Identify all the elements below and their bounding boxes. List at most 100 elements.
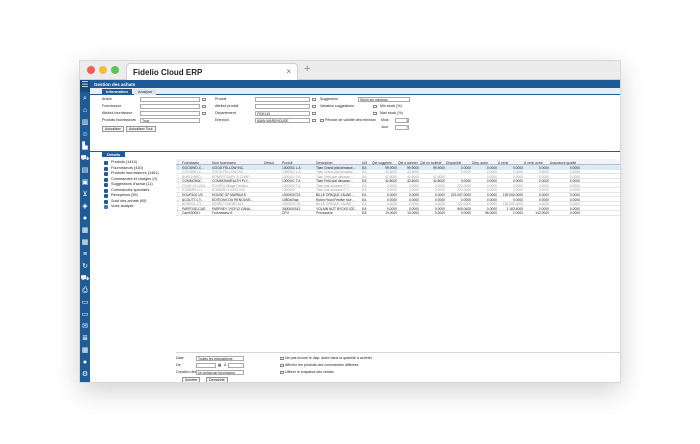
date-from-input[interactable] [196, 363, 216, 368]
column-header[interactable]: Fournisseur [182, 160, 200, 165]
truck-icon[interactable]: ⛟ [80, 155, 90, 162]
folder-icon[interactable]: ▭ [81, 299, 89, 306]
row-checkbox[interactable]: ☐ [176, 202, 180, 207]
column-header[interactable]: Disponible [446, 160, 462, 165]
browser-tab[interactable]: Fidelio Cloud ERP × [126, 63, 298, 80]
article-input[interactable] [140, 97, 200, 102]
row-checkbox[interactable]: ☐ [176, 188, 180, 193]
new-tab-button[interactable]: + [304, 63, 311, 75]
demande-button[interactable]: Demande [206, 377, 228, 382]
exclude-disp-autre-checkbox[interactable] [280, 356, 284, 360]
document-icon[interactable]: ▤ [81, 167, 89, 174]
row-checkbox[interactable]: ☐ [176, 174, 180, 179]
menu-icon[interactable]: ☰ [80, 80, 90, 92]
attribut-fournisseur-input[interactable] [140, 111, 200, 116]
table-row[interactable]: ☐ BOREOL-CY... DEBRO CHEMICALE 1000000723 BI… [176, 202, 620, 207]
entrepot-input[interactable]: MAIN WAREHOUSE [255, 118, 310, 123]
tree-node[interactable]: Produits fournisseurs (1461) [104, 171, 174, 177]
column-header[interactable]: Qté en toutlste [420, 160, 442, 165]
table-row[interactable]: ☐ ACOUTT-CY... EDITIONS DU RENOUVE... 10804… [176, 197, 620, 202]
column-header[interactable]: À venir autre [524, 160, 543, 165]
gear-icon[interactable]: ⚙ [81, 371, 89, 378]
row-checkbox[interactable]: ☐ [176, 211, 180, 216]
attribut-produit-input[interactable] [255, 104, 310, 109]
table-row[interactable]: ☐ GOODWO-C... GOOD FELLOW INC. 1300001 L.A T… [176, 165, 620, 170]
building-icon[interactable]: ▥ [81, 119, 89, 126]
table-row[interactable]: ☐ BURCHARD... ROBERT BURY & COMP... 1300001… [176, 174, 620, 179]
factory-icon[interactable]: ▙ [82, 143, 88, 150]
column-header[interactable]: Produit [282, 160, 293, 165]
users-icon[interactable]: ☺ [81, 131, 89, 138]
fournisseur-lookup-button[interactable] [202, 104, 206, 108]
table-row[interactable]: ☐ HOUR100 US HOUSE OF MARBLES 1000000723 BIL… [176, 193, 620, 198]
calendar-icon[interactable]: ▦ [218, 363, 222, 367]
tree-node[interactable]: Commandes spéciales [104, 188, 174, 194]
row-checkbox[interactable]: ☐ [176, 206, 180, 211]
row-checkbox[interactable]: ☐ [176, 170, 180, 175]
box-icon[interactable]: ▣ [81, 179, 89, 186]
row-checkbox[interactable]: ☐ [176, 179, 180, 184]
minimize-window-button[interactable] [99, 66, 107, 74]
table-row[interactable]: ☐ FOUR-GO-USA FOURNI Village Pavillon 13000… [176, 183, 620, 188]
tab-close-icon[interactable]: × [286, 67, 291, 76]
column-header[interactable]: Assurance qualité [550, 160, 577, 165]
mail-icon[interactable]: ✉ [82, 323, 88, 330]
column-header[interactable]: Disp. autre [472, 160, 488, 165]
fournisseur-input[interactable] [140, 104, 200, 109]
cart-icon[interactable]: ⊻ [82, 191, 88, 198]
maximize-window-button[interactable] [111, 66, 119, 74]
table-row[interactable]: ☐ GOODWO-C... GOOD FELLOW INC. 1300001 L.A T… [176, 170, 620, 175]
table-row[interactable]: ☐ COMMONW... COMMONWEALTH PLY... 1300001 T.… [176, 179, 620, 184]
column-header[interactable]: Description [316, 160, 333, 165]
date-select[interactable]: Toutes les transactions [196, 356, 244, 361]
mois-input[interactable]: 3 [395, 118, 409, 123]
variation-suggestions-checkbox[interactable] [373, 104, 377, 108]
chart-icon[interactable]: ▦ [81, 227, 89, 234]
search-icon[interactable]: ⌕ [83, 95, 87, 102]
row-checkbox[interactable]: ☐ [176, 193, 180, 198]
tree-node[interactable]: Vues analyse [104, 204, 174, 210]
tree-node[interactable]: Suggestions d'achat (11) [104, 182, 174, 188]
row-checkbox[interactable]: ☐ [176, 197, 180, 202]
column-header[interactable]: Défaut [264, 160, 274, 165]
table-row[interactable]: ☐ SOMBRE-LU... SOMBRE & KING INC 1300005 Tit… [176, 188, 620, 193]
list-icon[interactable]: ≡ [82, 251, 88, 258]
refresh-icon[interactable]: ↻ [82, 263, 88, 270]
actualiser-button[interactable]: Actualiser [102, 126, 124, 132]
column-header[interactable]: UM [362, 160, 368, 165]
tab-information[interactable]: Information [102, 89, 132, 95]
use-sales-snapshot-checkbox[interactable] [280, 370, 284, 374]
stack-icon[interactable]: ≣ [82, 335, 88, 342]
tree-node[interactable]: Commandes et charges (0) [104, 177, 174, 183]
user-icon[interactable]: ● [82, 215, 88, 222]
row-checkbox[interactable]: ☐ [176, 165, 180, 170]
tree-node[interactable]: Fournisseurs (430) [104, 166, 174, 172]
chart-icon[interactable]: ▦ [81, 347, 89, 354]
creation-achats-select[interactable]: Un achat par fournisseur [196, 370, 244, 375]
article-lookup-button[interactable] [202, 97, 206, 101]
acheter-button[interactable]: Acheter [182, 377, 201, 382]
column-header[interactable]: Qté suggérée [372, 160, 392, 165]
table-row[interactable]: ☐ PARFO4D-CAD PARFNEY 1*03*12 CANA... 34000… [176, 206, 620, 211]
tag-icon[interactable]: ◈ [82, 203, 88, 210]
max-stock-checkbox[interactable] [373, 111, 377, 115]
entrepot-lookup-button[interactable] [312, 118, 316, 122]
tree-node[interactable]: Produits (1414) [104, 160, 174, 166]
departement-lookup-button[interactable] [312, 111, 316, 115]
attribut-produit-lookup-button[interactable] [312, 104, 316, 108]
home-icon[interactable]: ⌂ [82, 107, 88, 114]
column-header[interactable]: Nom fournisseur [212, 160, 237, 165]
date-to-input[interactable] [228, 363, 244, 368]
close-window-button[interactable] [87, 66, 95, 74]
tab-analyse[interactable]: Analyse [134, 89, 157, 95]
row-checkbox[interactable]: ☐ [176, 183, 180, 188]
jour-input[interactable]: 7 [395, 125, 409, 130]
produit-lookup-button[interactable] [312, 97, 316, 101]
user-icon[interactable]: ● [82, 359, 88, 366]
print-icon[interactable]: ⎙ [82, 287, 88, 294]
tool-icon[interactable]: ✎ [80, 382, 90, 383]
suggestion-select[interactable]: Selon les min/max [358, 97, 410, 102]
column-header[interactable]: À venir [498, 160, 509, 165]
truck-icon[interactable]: ⛟ [80, 275, 90, 282]
attribut-fournisseur-lookup-button[interactable] [202, 111, 206, 115]
